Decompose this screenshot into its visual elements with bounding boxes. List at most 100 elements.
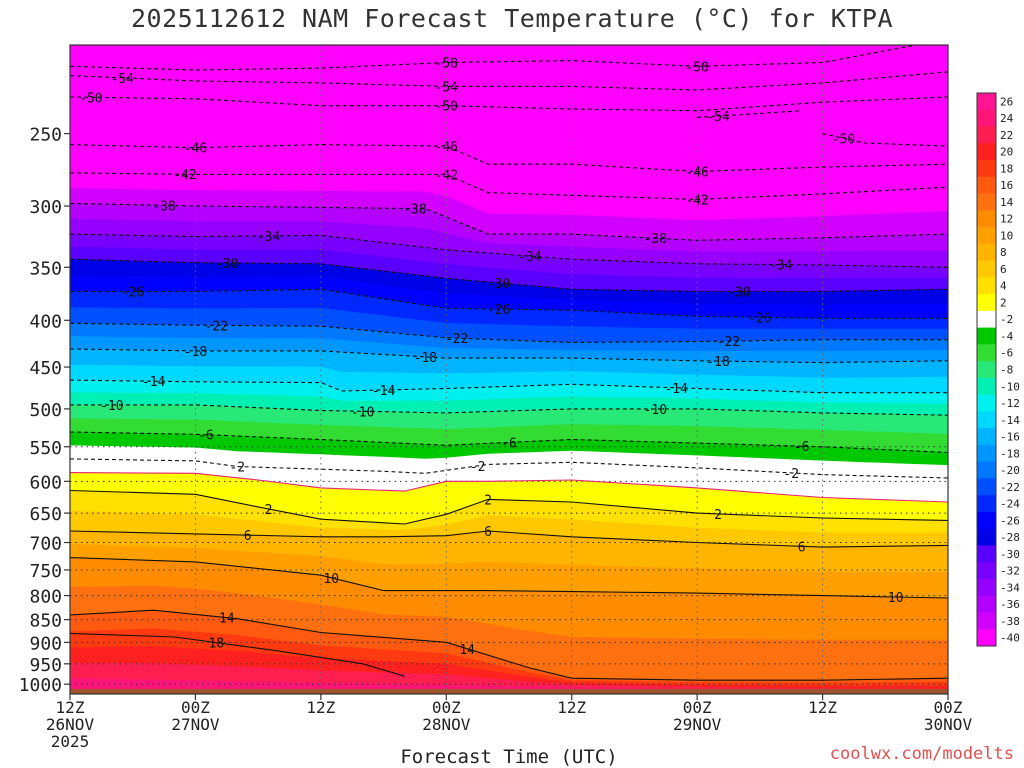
- contour-label: -46: [435, 140, 458, 155]
- colorbar-swatch: [977, 227, 996, 245]
- contour-label: -58: [685, 60, 708, 75]
- colorbar-swatch: [977, 310, 996, 329]
- y-tick-label: 450: [29, 358, 62, 379]
- colorbar-label: 14: [1000, 196, 1014, 209]
- contour-label-group: -2: [229, 460, 245, 475]
- x-tick-label: 27NOV: [171, 715, 220, 734]
- colorbar-frame: [976, 92, 997, 647]
- colorbar-label: -28: [1000, 531, 1020, 544]
- contour-label-group: -10: [644, 403, 667, 418]
- contour-label: -2: [783, 467, 799, 482]
- colorbar-swatch: [977, 327, 996, 345]
- contour-label: -14: [142, 375, 166, 390]
- contour-label-group: 10: [323, 572, 339, 587]
- contour-label-group: -26: [748, 311, 771, 326]
- colorbar-label: 16: [1000, 179, 1013, 192]
- contour-label-group: -18: [184, 345, 207, 360]
- colorbar-swatch: [977, 126, 996, 144]
- colorbar-swatch: [977, 260, 996, 278]
- contour-label-group: -50: [79, 91, 102, 106]
- x-tick-label: 00Z: [432, 698, 461, 717]
- colorbar-swatch: [977, 545, 996, 563]
- contour-label: -6: [198, 429, 214, 444]
- contour-label-group: -54: [706, 110, 730, 125]
- colorbar-label: -38: [1000, 615, 1020, 628]
- contour-label: -2: [229, 460, 245, 475]
- colorbar-swatch: [977, 361, 996, 379]
- contour-label: -30: [215, 257, 238, 272]
- contour-label-group: -38: [644, 232, 667, 247]
- colorbar-label: -10: [1000, 380, 1020, 393]
- contour-label: -38: [644, 232, 667, 247]
- contour-label-group: 2: [714, 508, 722, 523]
- colorbar-label: 26: [1000, 95, 1013, 108]
- contour-label: -54: [435, 80, 459, 95]
- isotherm-dashed: [70, 172, 948, 200]
- contour-label: -50: [435, 100, 458, 115]
- colorbar-swatch: [977, 277, 996, 295]
- ground-strip: [70, 688, 948, 694]
- colorbar-label: -16: [1000, 431, 1020, 444]
- contour-label: -26: [748, 311, 771, 326]
- y-tick-label: 250: [29, 125, 62, 146]
- contour-label: -10: [351, 405, 374, 420]
- colorbar-label: -34: [1000, 581, 1020, 594]
- y-tick-label: 750: [29, 561, 62, 582]
- x-tick-label: 00Z: [934, 698, 963, 717]
- colorbar-label: 22: [1000, 129, 1013, 142]
- colorbar-swatch: [977, 93, 996, 111]
- y-tick-label: 650: [29, 504, 62, 525]
- contour-label: -50: [79, 91, 102, 106]
- contour-label: -42: [685, 193, 708, 208]
- colorbar-swatch: [977, 411, 996, 429]
- contour-label: 6: [244, 529, 252, 544]
- isotherm-dashed: [70, 144, 948, 173]
- contour-label: -42: [173, 168, 196, 183]
- contour-label: 2: [714, 508, 722, 523]
- contour-label: 10: [888, 591, 904, 606]
- colorbar-label: -22: [1000, 481, 1020, 494]
- contour-label: -38: [403, 203, 426, 218]
- colorbar-swatch: [977, 478, 996, 496]
- contour-label: -14: [664, 382, 688, 397]
- y-tick-label: 1000: [19, 675, 62, 696]
- contour-label-group: -34: [769, 259, 793, 274]
- contour-label: -22: [717, 335, 740, 350]
- colorbar-swatch: [977, 444, 996, 463]
- colorbar-label: -24: [1000, 498, 1020, 511]
- colorbar-swatch: [977, 612, 996, 630]
- contour-label-group: 14: [219, 612, 235, 627]
- contour-label-group: -46: [685, 165, 708, 180]
- isotherm-solid: [70, 557, 948, 599]
- isotherm-solid: [70, 489, 948, 525]
- contour-label: 2: [484, 493, 492, 508]
- contour-label-group: -30: [487, 277, 510, 292]
- contour-label: -46: [184, 142, 207, 157]
- contour-label: -6: [501, 436, 517, 451]
- colorbar-label: -32: [1000, 565, 1020, 578]
- y-tick-label: 850: [29, 611, 62, 632]
- contour-label-group: -34: [518, 250, 542, 265]
- colorbar-label: -36: [1000, 598, 1020, 611]
- contour-label: 14: [459, 643, 475, 658]
- colorbar-label: -6: [1000, 347, 1013, 360]
- colorbar-label: 4: [1000, 280, 1007, 293]
- y-tick-label: 600: [29, 472, 62, 493]
- chart-title: 2025112612 NAM Forecast Temperature (°C)…: [130, 4, 893, 33]
- colorbar-swatch: [977, 578, 996, 597]
- contour-label-group: -2: [783, 467, 799, 482]
- colorbar-label: -40: [1000, 632, 1020, 645]
- contour-label: -34: [518, 250, 542, 265]
- colorbar-label: 8: [1000, 246, 1007, 259]
- contour-label-group: -30: [727, 285, 750, 300]
- contour-label-group: -50: [832, 132, 855, 147]
- contour-label: -18: [706, 355, 729, 370]
- colorbar-swatch: [977, 109, 996, 128]
- zero-isotherm: [70, 472, 948, 503]
- credit-link[interactable]: coolwx.com/modelts: [829, 744, 1014, 764]
- colorbar-swatch: [977, 210, 996, 228]
- contour-label: -58: [435, 56, 458, 71]
- y-tick-label: 900: [29, 633, 62, 654]
- colorbar-swatch: [977, 511, 996, 530]
